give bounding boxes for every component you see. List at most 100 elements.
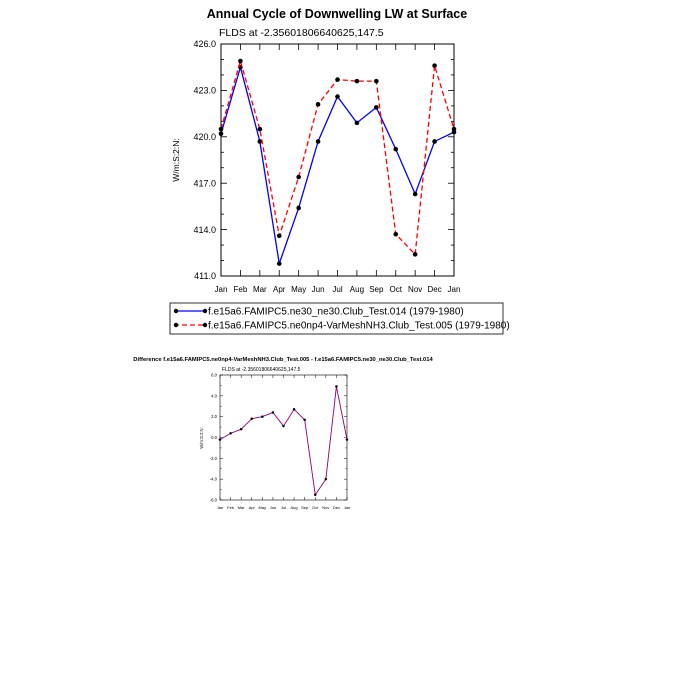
- data-point: [314, 493, 317, 496]
- series-solid: [218, 385, 349, 496]
- data-point: [229, 432, 232, 435]
- data-point: [257, 126, 263, 132]
- chart-title: Difference f.e15a6.FAMIPC5.ne0np4-VarMes…: [133, 357, 433, 363]
- x-tick-label: Jan: [217, 505, 223, 510]
- x-tick-label: Feb: [234, 285, 248, 294]
- y-tick-label: 6.0: [211, 372, 217, 377]
- data-point: [315, 102, 321, 107]
- legend-marker: [202, 308, 208, 314]
- data-point: [374, 78, 379, 84]
- data-point: [335, 94, 340, 99]
- series-line: [219, 386, 348, 496]
- series-solid: [218, 64, 457, 266]
- data-point: [296, 205, 301, 211]
- annual-cycle-chart: Annual Cycle of Downwelling LW at Surfac…: [169, 7, 510, 335]
- x-tick-label: Apr: [273, 285, 286, 294]
- x-tick-label: Jun: [270, 505, 276, 510]
- data-point: [271, 411, 275, 414]
- y-tick-label: 0.0: [211, 435, 217, 440]
- y-tick-label: 420.0: [193, 132, 216, 142]
- y-axis-label: W/m:S:2:N:: [199, 427, 204, 448]
- y-tick-label: 423.0: [193, 86, 216, 96]
- x-tick-label: Jul: [332, 285, 342, 294]
- data-point: [303, 418, 306, 421]
- data-point: [276, 233, 282, 239]
- x-tick-label: Jan: [344, 505, 350, 510]
- x-tick-label: Jan: [215, 285, 228, 294]
- x-tick-label: Apr: [249, 505, 256, 510]
- y-tick-label: 426.0: [193, 39, 216, 49]
- legend-marker: [173, 308, 179, 314]
- data-point: [432, 63, 437, 68]
- x-tick-label: Sep: [301, 505, 309, 510]
- series-line: [219, 386, 348, 496]
- x-tick-label: May: [291, 285, 306, 294]
- data-point: [335, 77, 340, 82]
- data-point: [354, 78, 360, 84]
- y-tick-label: -2.0: [210, 456, 218, 461]
- x-tick-label: Feb: [227, 505, 235, 510]
- data-point: [296, 174, 301, 180]
- x-tick-label: Jul: [281, 505, 286, 510]
- x-tick-label: Nov: [322, 505, 329, 510]
- data-point: [218, 126, 224, 132]
- series-layer: [218, 385, 349, 496]
- y-tick-label: 417.0: [193, 178, 216, 188]
- data-point: [261, 415, 264, 418]
- y-tick-label: 2.0: [211, 414, 217, 419]
- data-point: [335, 385, 338, 388]
- data-point: [451, 126, 457, 132]
- data-point: [257, 139, 263, 144]
- data-point: [345, 438, 349, 441]
- data-point: [276, 261, 282, 266]
- y-tick-label: 411.0: [194, 271, 216, 281]
- data-point: [292, 408, 296, 411]
- data-point: [282, 424, 285, 428]
- data-point: [412, 252, 418, 257]
- data-point: [412, 191, 418, 197]
- y-tick-label: -4.0: [210, 477, 218, 482]
- x-tick-label: Mar: [238, 505, 246, 510]
- y-tick-label: -6.0: [210, 497, 218, 502]
- series-layer: [218, 58, 457, 266]
- legend-box: [169, 302, 504, 335]
- legend-label: f.e15a6.FAMIPC5.ne30_ne30.Club_Test.014 …: [208, 307, 464, 318]
- legend: f.e15a6.FAMIPC5.ne30_ne30.Club_Test.014 …: [169, 302, 510, 335]
- x-tick-label: Aug: [291, 505, 298, 510]
- x-tick-label: Dec: [427, 285, 441, 294]
- difference-chart: Difference f.e15a6.FAMIPC5.ne0np4-VarMes…: [133, 357, 433, 510]
- data-point: [324, 477, 328, 481]
- data-point: [374, 105, 379, 110]
- series-dashed: [218, 58, 457, 257]
- y-axis-label: W/m:S:2:N:: [171, 138, 181, 181]
- x-tick-label: May: [259, 505, 267, 510]
- chart-subtitle: FLDS at -2.35601806640625,147.5: [222, 367, 301, 373]
- plot-frame: [219, 374, 348, 501]
- axis-ticks: 411.0 414.0 417.0 420.0 423.0 426.0 Jan Feb Mar A…: [193, 39, 460, 294]
- legend-marker: [202, 322, 208, 328]
- x-tick-label: Dec: [333, 505, 340, 510]
- data-point: [315, 139, 321, 144]
- data-point: [354, 120, 360, 126]
- data-point: [393, 146, 399, 152]
- y-tick-label: 414.0: [193, 225, 216, 235]
- legend-label: f.e15a6.FAMIPC5.ne0np4-VarMeshNH3.Club_T…: [208, 321, 510, 332]
- data-point: [238, 58, 243, 64]
- x-tick-label: Mar: [253, 285, 267, 294]
- series-line: [220, 58, 455, 256]
- y-tick-label: 4.0: [211, 393, 217, 398]
- plot-area: [219, 374, 348, 501]
- series-dashed: [218, 385, 349, 496]
- x-tick-label: Jan: [448, 285, 461, 294]
- data-point: [250, 417, 253, 420]
- data-point: [432, 139, 437, 144]
- x-tick-label: Jun: [312, 285, 325, 294]
- data-point: [218, 131, 224, 137]
- x-tick-label: Oct: [390, 285, 403, 294]
- chart-subtitle: FLDS at -2.35601806640625,147.5: [219, 27, 384, 39]
- x-tick-label: Nov: [408, 285, 422, 294]
- legend-marker: [173, 322, 179, 328]
- data-point: [393, 231, 399, 237]
